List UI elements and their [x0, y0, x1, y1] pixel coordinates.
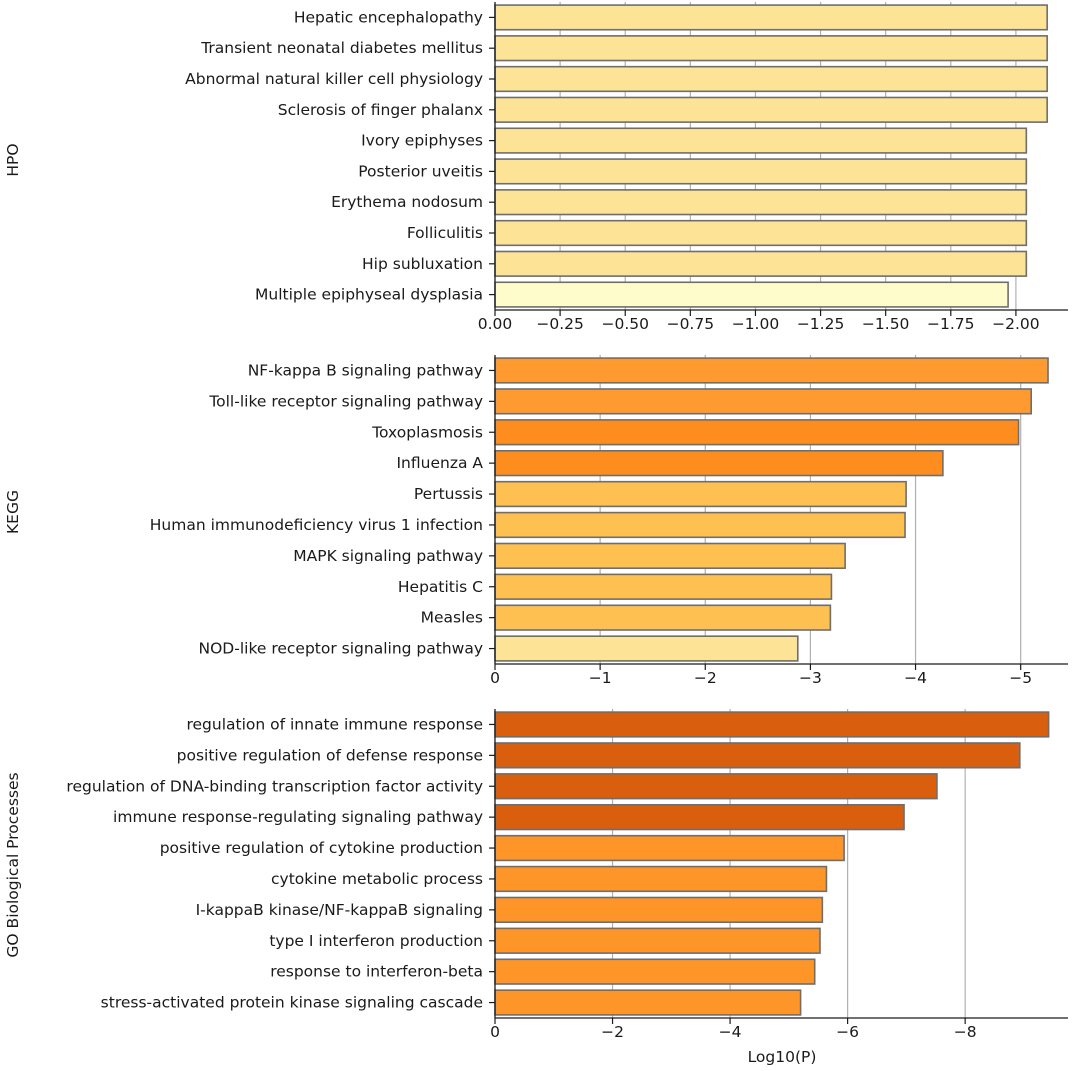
category-label-stress-activated-protein-kinase-signaling-cascade: stress-activated protein kinase signalin…	[101, 994, 483, 1012]
x-tick-label-2: −2	[694, 669, 717, 687]
bar-response-to-interferon-beta	[494, 958, 816, 985]
bar-human-immunodeficiency-virus-1-infection	[494, 511, 906, 539]
x-tick-label-2-00: −2.00	[992, 315, 1040, 333]
x-tick-label-3: −3	[799, 669, 822, 687]
bar-i-kappab-kinase-nf-kappab-signaling	[494, 896, 824, 924]
panel-go-biological-processes: regulation of innate immune response posi…	[4, 709, 1068, 1041]
x-tick-label-0: 0	[490, 1023, 500, 1041]
x-tick-label-0: 0	[490, 669, 500, 687]
category-label-pertussis: Pertussis	[414, 485, 483, 503]
bar-influenza-a	[494, 449, 944, 477]
category-label-nod-like-receptor-signaling-pathway: NOD-like receptor signaling pathway	[199, 640, 483, 658]
x-tick-label-4: −4	[719, 1023, 742, 1041]
category-label-hepatic-encephalopathy: Hepatic encephalopathy	[294, 8, 483, 26]
bar-measles	[494, 604, 832, 631]
bar-nod-like-receptor-signaling-pathway	[494, 635, 799, 662]
category-label-immune-response-regulating-signaling-pathway: immune response-regulating signaling pat…	[113, 808, 483, 826]
bar-abnormal-natural-killer-cell-physiology	[494, 65, 1048, 93]
bar-posterior-uveitis	[494, 158, 1028, 185]
category-label-positive-regulation-of-defense-response: positive regulation of defense response	[177, 746, 483, 764]
bar-erythema-nodosum	[494, 189, 1028, 216]
category-label-influenza-a: Influenza A	[396, 454, 483, 472]
x-tick-label-6: −6	[836, 1023, 859, 1041]
bar-hepatitis-c	[494, 573, 833, 600]
category-label-regulation-of-innate-immune-response: regulation of innate immune response	[186, 715, 483, 733]
x-tick-label-1-50: −1.50	[862, 315, 910, 333]
category-label-posterior-uveitis: Posterior uveitis	[358, 162, 483, 180]
bar-folliculitis	[494, 219, 1028, 247]
panel-title-go-biological-processes: GO Biological Processes	[4, 772, 22, 957]
category-label-hip-subluxation: Hip subluxation	[362, 255, 483, 273]
x-tick-label-0-75: −0.75	[667, 315, 715, 333]
category-label-response-to-interferon-beta: response to interferon-beta	[270, 963, 483, 981]
bar-hip-subluxation	[494, 250, 1028, 277]
category-label-nf-kappa-b-signaling-pathway: NF-kappa B signaling pathway	[248, 361, 483, 379]
x-tick-label-5: −5	[1009, 669, 1032, 687]
bar-toxoplasmosis	[494, 419, 1020, 446]
category-label-mapk-signaling-pathway: MAPK signaling pathway	[293, 547, 483, 565]
category-label-type-i-interferon-production: type I interferon production	[269, 932, 483, 950]
category-label-folliculitis: Folliculitis	[407, 224, 483, 242]
category-label-sclerosis-of-finger-phalanx: Sclerosis of finger phalanx	[278, 101, 483, 119]
category-label-cytokine-metabolic-process: cytokine metabolic process	[271, 870, 483, 888]
category-label-erythema-nodosum: Erythema nodosum	[331, 193, 483, 211]
category-label-ivory-epiphyses: Ivory epiphyses	[361, 132, 483, 150]
x-tick-label-1-00: −1.00	[732, 315, 780, 333]
bar-multiple-epiphyseal-dysplasia	[494, 281, 1009, 308]
bar-transient-neonatal-diabetes-mellitus	[494, 35, 1048, 62]
category-label-regulation-of-dna-binding-transcription-factor-activity: regulation of DNA-binding transcription …	[66, 777, 483, 795]
bar-nf-kappa-b-signaling-pathway	[494, 357, 1049, 384]
bar-positive-regulation-of-defense-response	[494, 742, 1021, 769]
panel-kegg: NF-kappa B signaling pathway Toll-like re…	[4, 355, 1068, 687]
panel-hpo: Hepatic encephalopathy Transient neonatal…	[4, 2, 1068, 333]
x-tick-label-4: −4	[904, 669, 927, 687]
category-label-toll-like-receptor-signaling-pathway: Toll-like receptor signaling pathway	[208, 392, 483, 410]
x-tick-label-1: −1	[589, 669, 612, 687]
x-tick-label-1-25: −1.25	[797, 315, 845, 333]
bar-pertussis	[494, 480, 907, 508]
x-tick-label-8: −8	[954, 1023, 977, 1041]
x-tick-label-0-00: 0.00	[478, 315, 513, 333]
x-tick-label-0-50: −0.50	[601, 315, 649, 333]
bar-regulation-of-dna-binding-transcription-factor-activity	[494, 773, 938, 800]
x-tick-label-1-75: −1.75	[927, 315, 975, 333]
panel-title-hpo: HPO	[4, 143, 22, 176]
category-label-measles: Measles	[421, 609, 483, 627]
bar-sclerosis-of-finger-phalanx	[494, 96, 1048, 123]
bar-mapk-signaling-pathway	[494, 542, 846, 570]
bar-hepatic-encephalopathy	[494, 4, 1048, 31]
x-axis-label: Log10(P)	[748, 1048, 817, 1066]
category-label-hepatitis-c: Hepatitis C	[398, 578, 483, 596]
category-label-abnormal-natural-killer-cell-physiology: Abnormal natural killer cell physiology	[185, 70, 483, 88]
category-label-human-immunodeficiency-virus-1-infection: Human immunodeficiency virus 1 infection	[150, 516, 483, 534]
bar-stress-activated-protein-kinase-signaling-cascade	[494, 989, 802, 1016]
category-label-multiple-epiphyseal-dysplasia: Multiple epiphyseal dysplasia	[255, 286, 483, 304]
category-label-toxoplasmosis: Toxoplasmosis	[371, 423, 483, 441]
bar-cytokine-metabolic-process	[494, 865, 828, 893]
bar-type-i-interferon-production	[494, 927, 821, 954]
bar-immune-response-regulating-signaling-pathway	[494, 803, 905, 831]
bar-regulation-of-innate-immune-response	[494, 711, 1050, 738]
bar-positive-regulation-of-cytokine-production	[494, 834, 845, 862]
bar-toll-like-receptor-signaling-pathway	[494, 388, 1033, 415]
category-label-transient-neonatal-diabetes-mellitus: Transient neonatal diabetes mellitus	[200, 39, 483, 57]
x-tick-label-0-25: −0.25	[536, 315, 584, 333]
category-label-positive-regulation-of-cytokine-production: positive regulation of cytokine producti…	[160, 839, 483, 857]
bar-ivory-epiphyses	[494, 127, 1028, 154]
x-tick-label-2: −2	[601, 1023, 624, 1041]
category-label-i-kappab-kinase-nf-kappab-signaling: I-kappaB kinase/NF-kappaB signaling	[196, 901, 483, 919]
panel-title-kegg: KEGG	[4, 490, 22, 534]
